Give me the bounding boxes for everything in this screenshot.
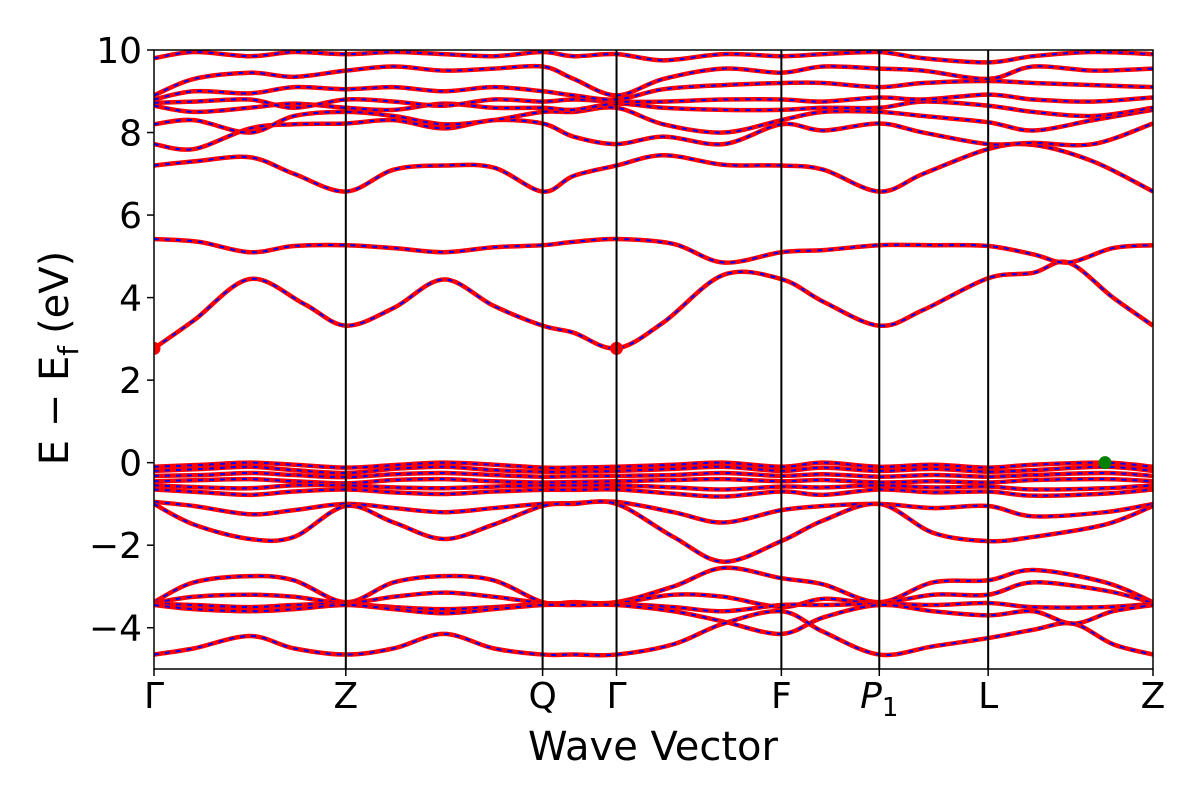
markers-layer <box>154 341 1112 470</box>
x-tick-label-main-5: P <box>860 676 882 717</box>
plot-background <box>154 50 1153 669</box>
y-tick-label-7: 10 <box>96 31 142 72</box>
band-22-overlay <box>154 610 1153 657</box>
x-tick-label-main-7: Z <box>1141 676 1166 717</box>
x-tick-label-3: Γ <box>607 676 627 717</box>
band-1-overlay <box>154 237 1153 264</box>
kpoint-lines-layer <box>344 50 990 669</box>
x-tick-label-main-4: F <box>771 676 792 717</box>
x-tick-label-6: L <box>978 676 998 717</box>
y-axis-title: E − Ef (eV) <box>32 251 85 466</box>
y-tick-label-4: 4 <box>119 279 142 320</box>
x-tick-label-main-0: Γ <box>144 676 164 717</box>
band-0 <box>154 259 1153 351</box>
band-18-overlay <box>154 566 1153 605</box>
y-tick-label-0: −4 <box>89 609 142 650</box>
x-tick-label-main-2: Q <box>528 676 556 717</box>
y-tick-label-2: 0 <box>119 444 142 485</box>
x-axis-title: Wave Vector <box>528 724 779 770</box>
band-21-overlay <box>154 603 1153 635</box>
valence-band-maximum-marker-2 <box>1098 456 1112 470</box>
conduction-band-minimum-marker-0 <box>154 341 161 355</box>
x-tick-label-5: P1 <box>860 676 898 723</box>
y-tick-label-5: 6 <box>119 196 142 237</box>
y-tick-label-3: 2 <box>119 361 142 402</box>
y-tick-label-6: 8 <box>119 114 142 155</box>
x-tick-label-2: Q <box>528 676 556 717</box>
x-tick-label-main-1: Z <box>333 676 358 717</box>
x-tick-label-sub-5: 1 <box>882 693 899 723</box>
x-tick-label-7: Z <box>1141 676 1166 717</box>
y-axis: −4 −2 0 2 4 6 8 10 <box>89 31 154 650</box>
band-17-overlay <box>154 500 1153 563</box>
plot-frame <box>153 49 1154 670</box>
x-tick-label-1: Z <box>333 676 358 717</box>
y-axis-title-main: E − E <box>32 356 78 466</box>
y-axis-title-sub: f <box>52 345 85 356</box>
x-tick-label-0: Γ <box>144 676 164 717</box>
y-axis-title-unit: (eV) <box>32 251 78 334</box>
x-axis: Γ Z Q Γ F P1 L Z <box>144 669 1165 723</box>
x-tick-label-4: F <box>771 676 792 717</box>
x-tick-label-main-6: L <box>978 676 998 717</box>
y-tick-label-1: −2 <box>89 526 142 567</box>
x-tick-label-main-3: Γ <box>607 676 627 717</box>
